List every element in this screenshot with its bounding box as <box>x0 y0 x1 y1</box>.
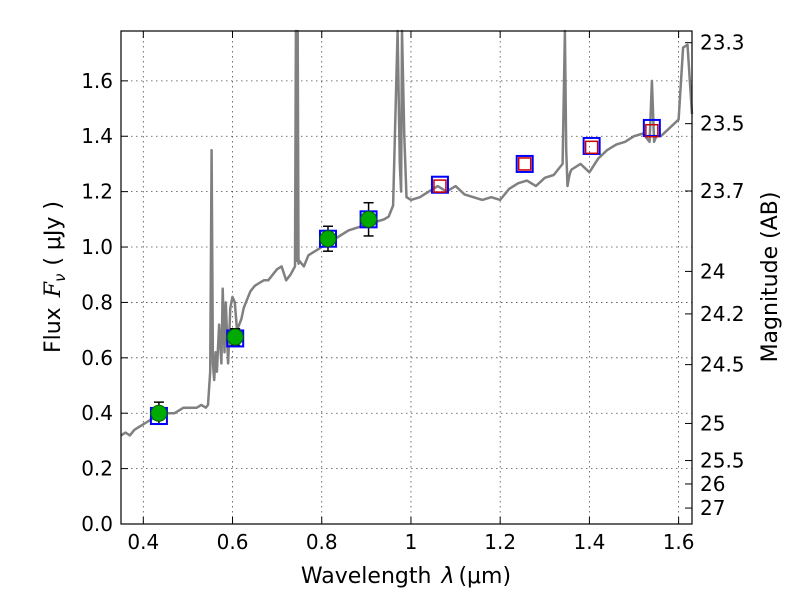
mag-tick-label: 24.2 <box>700 302 745 326</box>
plot-frame <box>120 30 693 525</box>
x-tick-label: 1 <box>405 530 418 554</box>
x-axis-label-symbol: λ <box>440 564 454 589</box>
observed-photometry-point <box>360 210 378 228</box>
y-axis-label-text: Flux <box>41 307 66 353</box>
y-tick-label: 1.4 <box>81 124 113 148</box>
mag-tick-label: 23.7 <box>700 179 745 203</box>
y-tick-label: 0.6 <box>81 346 113 370</box>
y-axis-label: Flux Fν ( μJy ) <box>41 201 69 353</box>
mag-tick-label: 23.3 <box>700 31 745 55</box>
axis-ticks: 0.4 0.6 0.8 1 1.2 1.4 1.6 0.0 0.2 0.4 0.6 0.8 1.0 1.2… <box>81 31 744 554</box>
x-tick-label: 0.8 <box>306 530 338 554</box>
observed-photometry-point <box>150 404 168 422</box>
spectrum-line <box>120 29 694 437</box>
predicted-photometry-square <box>433 179 447 193</box>
predicted-photometry-square <box>584 140 599 155</box>
mag-tick-label: 27 <box>700 496 725 520</box>
predicted-photometry-square <box>517 157 532 171</box>
x-tick-label: 1.2 <box>484 530 516 554</box>
x-axis-label: Wavelength λ (μm) <box>301 564 511 589</box>
x-axis-label-unit: (μm) <box>458 564 511 589</box>
x-tick-label: 1.6 <box>663 530 695 554</box>
mag-tick-label: 25.5 <box>700 449 745 473</box>
grid <box>121 31 692 525</box>
x-axis-label-text: Wavelength <box>301 564 432 589</box>
y-tick-label: 0.2 <box>81 457 113 481</box>
y-tick-label: 1.0 <box>81 235 113 259</box>
predicted-photometry-square <box>645 123 659 138</box>
observed-photometry-point <box>226 328 244 346</box>
y-axis-label-unit: ( μJy ) <box>41 201 66 266</box>
y-axis-label-sub: ν <box>51 274 69 282</box>
x-tick-label: 0.6 <box>217 530 249 554</box>
x-tick-label: 1.4 <box>573 530 605 554</box>
mag-tick-label: 26 <box>700 472 725 496</box>
y-tick-label: 0.4 <box>81 401 113 425</box>
x-tick-label: 0.4 <box>127 530 159 554</box>
model-photometry-square <box>515 154 534 173</box>
photometry-points <box>149 118 661 426</box>
model-photometry-square <box>642 118 661 137</box>
mag-tick-label: 23.5 <box>700 112 745 136</box>
observed-photometry-point <box>319 230 337 248</box>
y-axis-label-symbol: F <box>41 281 66 298</box>
mag-tick-label: 24.5 <box>700 353 745 377</box>
y-tick-label: 0.0 <box>81 512 113 536</box>
model-spectrum <box>120 29 694 437</box>
mag-tick-label: 24 <box>700 259 725 283</box>
right-axis-label: Magnitude (AB) <box>758 192 783 363</box>
mag-tick-label: 25 <box>700 411 725 435</box>
y-tick-label: 1.2 <box>81 180 113 204</box>
y-tick-label: 0.8 <box>81 290 113 314</box>
y-tick-label: 1.6 <box>81 69 113 93</box>
